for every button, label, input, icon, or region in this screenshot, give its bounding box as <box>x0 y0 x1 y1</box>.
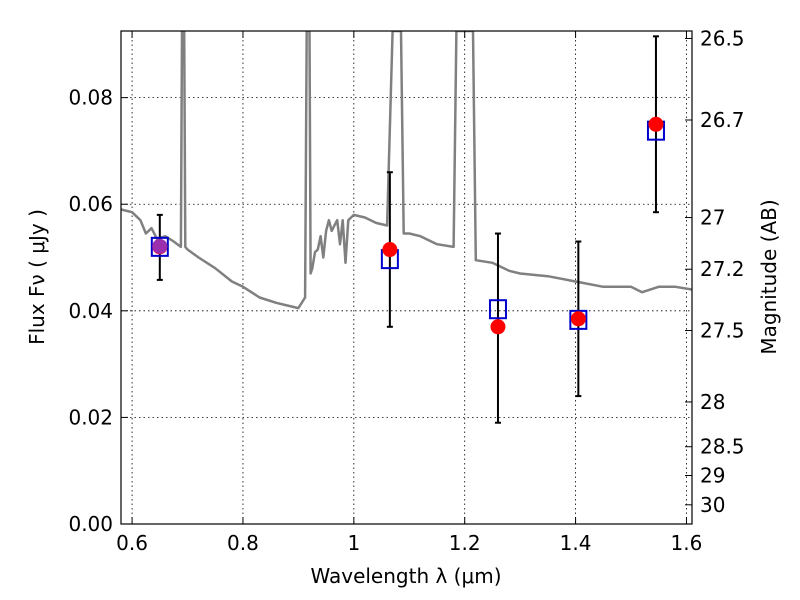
x-tick-label: 1.2 <box>449 531 481 555</box>
y-tick-label: 0.04 <box>68 299 113 323</box>
y2-tick-label: 26.5 <box>700 26 745 50</box>
y-tick-label: 0.06 <box>68 192 113 216</box>
x-axis-title: Wavelength λ (μm) <box>310 564 501 588</box>
marker-layer <box>150 35 665 424</box>
y2-tick-label: 26.7 <box>700 108 745 132</box>
y2-tick-label: 30 <box>700 493 725 517</box>
y2-tick-label: 27.2 <box>700 257 745 281</box>
y2-tick-label: 27.5 <box>700 319 745 343</box>
model-photometry-square <box>150 236 169 257</box>
y2-tick-label: 28 <box>700 390 725 414</box>
x-tick-label: 0.8 <box>227 531 259 555</box>
tick-layer: 0.6 0.8 1 1.2 1.4 1.6 0.00 0.02 0.04 0.06 0.08 26.5… <box>68 26 744 555</box>
model-photometry-square <box>488 299 507 320</box>
data-layer <box>121 31 692 310</box>
y2-tick-label: 28.5 <box>700 435 745 459</box>
y-tick-label: 0.08 <box>68 86 113 110</box>
observed-flux-point <box>570 311 586 327</box>
observed-flux-point <box>490 319 506 335</box>
y2-axis-title: Magnitude (AB) <box>757 199 781 354</box>
x-tick-label: 0.6 <box>116 531 148 555</box>
x-tick-label: 1.4 <box>560 531 592 555</box>
plot-frame <box>120 30 693 525</box>
plot-background <box>121 31 692 524</box>
model-spectrum-line <box>121 31 692 310</box>
model-photometry-square <box>569 309 588 330</box>
y-tick-label: 0.02 <box>68 405 113 429</box>
y-axis-title: Flux Fν ( μJy ) <box>25 209 49 345</box>
y2-tick-label: 29 <box>700 463 725 487</box>
observed-flux-point <box>648 116 664 132</box>
highlight-point <box>152 238 168 254</box>
y2-tick-label: 27 <box>700 206 725 230</box>
observed-flux-point <box>382 242 398 258</box>
x-tick-label: 1.6 <box>671 531 703 555</box>
x-tick-label: 1 <box>347 531 360 555</box>
y-tick-label: 0.00 <box>68 512 113 536</box>
